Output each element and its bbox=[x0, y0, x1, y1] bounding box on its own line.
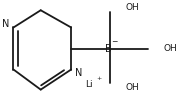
Text: B: B bbox=[105, 43, 112, 54]
Text: N: N bbox=[2, 19, 9, 29]
Text: OH: OH bbox=[126, 83, 139, 92]
Text: OH: OH bbox=[164, 44, 178, 53]
Text: +: + bbox=[96, 76, 102, 81]
Text: N: N bbox=[75, 68, 83, 78]
Text: Li: Li bbox=[85, 80, 92, 89]
Text: OH: OH bbox=[126, 3, 139, 12]
Text: −: − bbox=[111, 37, 118, 46]
